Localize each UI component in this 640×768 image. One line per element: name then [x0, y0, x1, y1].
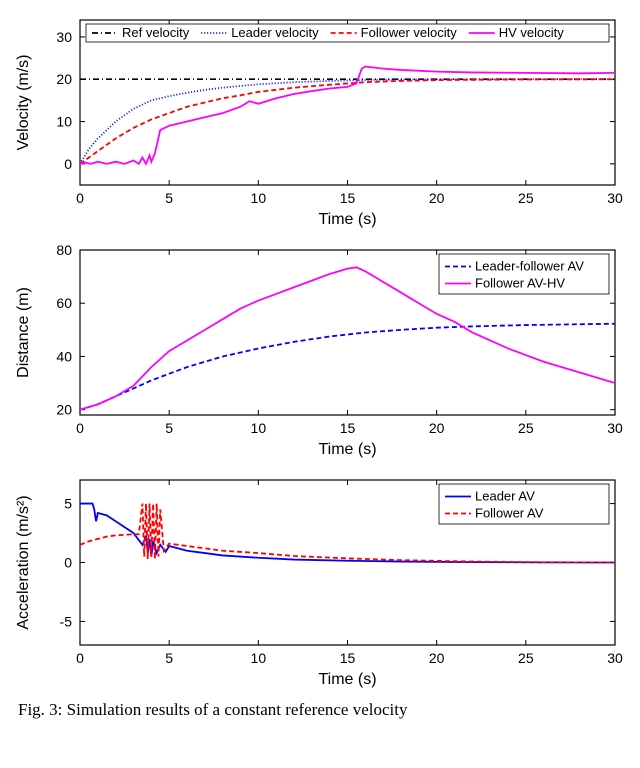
svg-text:Follower AV: Follower AV — [475, 506, 544, 521]
distance-chart: 0 5 10 15 20 25 30 20 40 60 80 Time (s) Distance (m)… — [10, 240, 630, 460]
svg-text:Follower velocity: Follower velocity — [361, 25, 458, 40]
svg-text:10: 10 — [56, 114, 72, 130]
svg-text:20: 20 — [56, 71, 72, 87]
velocity-svg: 0 5 10 15 20 25 30 0 10 20 30 Time (s) Velocity (m/s… — [10, 10, 630, 230]
svg-text:15: 15 — [340, 190, 356, 206]
svg-text:80: 80 — [56, 242, 72, 258]
svg-text:25: 25 — [518, 420, 534, 436]
svg-text:25: 25 — [518, 650, 534, 666]
svg-text:30: 30 — [607, 190, 623, 206]
svg-text:60: 60 — [56, 295, 72, 311]
svg-text:20: 20 — [429, 650, 445, 666]
svg-text:Leader velocity: Leader velocity — [231, 25, 319, 40]
svg-text:-5: -5 — [60, 613, 73, 629]
svg-text:Velocity (m/s): Velocity (m/s) — [15, 54, 32, 150]
svg-text:0: 0 — [76, 420, 84, 436]
svg-text:40: 40 — [56, 348, 72, 364]
svg-text:0: 0 — [76, 650, 84, 666]
distance-svg: 0 5 10 15 20 25 30 20 40 60 80 Time (s) Distance (m)… — [10, 240, 630, 460]
svg-text:0: 0 — [76, 190, 84, 206]
svg-text:Time (s): Time (s) — [318, 671, 376, 688]
svg-text:5: 5 — [165, 190, 173, 206]
acceleration-chart: 0 5 10 15 20 25 30 -5 0 5 Time (s) Acceleration (m/… — [10, 470, 630, 690]
svg-text:10: 10 — [251, 190, 267, 206]
svg-text:15: 15 — [340, 420, 356, 436]
svg-text:30: 30 — [607, 650, 623, 666]
svg-text:Time (s): Time (s) — [318, 441, 376, 458]
svg-text:30: 30 — [56, 29, 72, 45]
figure-caption: Fig. 3: Simulation results of a constant… — [10, 700, 630, 720]
svg-text:HV velocity: HV velocity — [499, 25, 565, 40]
acceleration-svg: 0 5 10 15 20 25 30 -5 0 5 Time (s) Acceleration (m/… — [10, 470, 630, 690]
svg-text:Ref velocity: Ref velocity — [122, 25, 190, 40]
svg-text:Time (s): Time (s) — [318, 211, 376, 228]
svg-text:25: 25 — [518, 190, 534, 206]
svg-text:Follower AV-HV: Follower AV-HV — [475, 276, 565, 291]
svg-text:5: 5 — [165, 650, 173, 666]
svg-text:10: 10 — [251, 420, 267, 436]
svg-text:20: 20 — [56, 402, 72, 418]
svg-text:10: 10 — [251, 650, 267, 666]
velocity-chart: 0 5 10 15 20 25 30 0 10 20 30 Time (s) Velocity (m/s… — [10, 10, 630, 230]
svg-text:Leader AV: Leader AV — [475, 489, 535, 504]
svg-text:15: 15 — [340, 650, 356, 666]
svg-text:20: 20 — [429, 190, 445, 206]
svg-text:0: 0 — [64, 156, 72, 172]
svg-text:Acceleration (m/s²): Acceleration (m/s²) — [15, 495, 32, 629]
svg-text:20: 20 — [429, 420, 445, 436]
svg-text:Distance (m): Distance (m) — [15, 287, 32, 378]
svg-text:5: 5 — [64, 496, 72, 512]
svg-text:Leader-follower AV: Leader-follower AV — [475, 259, 584, 274]
svg-text:30: 30 — [607, 420, 623, 436]
svg-text:5: 5 — [165, 420, 173, 436]
svg-text:0: 0 — [64, 555, 72, 571]
